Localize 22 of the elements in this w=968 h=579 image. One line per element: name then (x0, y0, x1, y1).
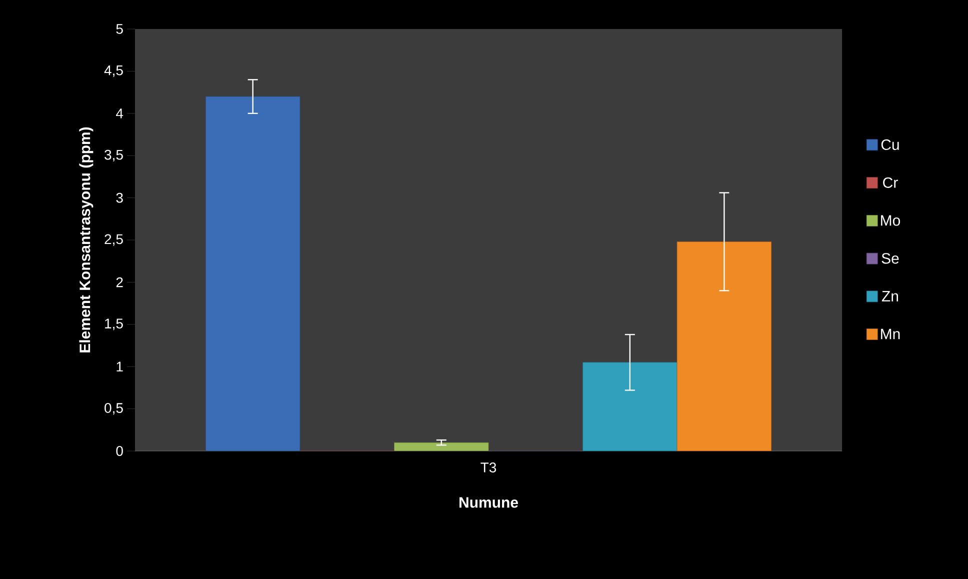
legend-label: Mn (881, 328, 900, 340)
y-tick-label: 3,5 (104, 150, 123, 162)
y-tick-label: 5 (116, 24, 123, 34)
legend-label: Mo (881, 215, 900, 226)
x-tick-label: T3 (480, 462, 496, 472)
y-tick-label: 4,5 (104, 66, 123, 77)
bar (394, 442, 489, 452)
y-axis-title: Element Konsantrasyonu (ppm) (79, 127, 94, 352)
legend-label: Zn (882, 291, 898, 302)
x-axis-title: Numune (460, 497, 518, 508)
bar (582, 362, 678, 452)
y-tick-label: 1,5 (105, 318, 123, 330)
legend-label: Cu (881, 139, 899, 150)
y-tick-label: 1 (116, 362, 123, 372)
y-tick-label: 3 (116, 192, 123, 203)
y-tick-label: 0 (116, 446, 123, 456)
legend-label: Se (882, 253, 899, 264)
y-tick-label: 4 (116, 108, 124, 118)
y-tick-label: 2 (116, 277, 123, 288)
legend-label: Cr (883, 177, 898, 188)
y-tick-label: 0,5 (104, 403, 123, 415)
y-tick-label: 2,5 (104, 234, 123, 246)
